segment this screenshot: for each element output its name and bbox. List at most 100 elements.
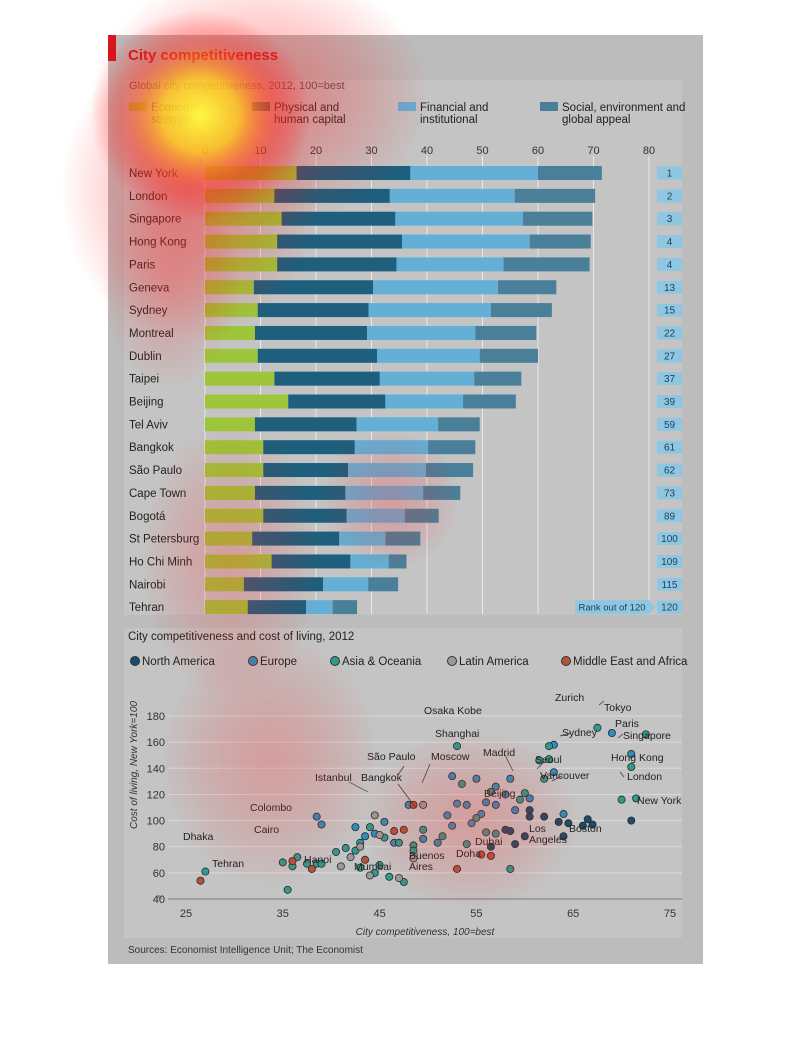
bar-hong-kong-financial-and-institutional <box>402 234 530 249</box>
rank-value-ho-chi-minh: 109 <box>661 557 678 568</box>
x-tick-label: 65 <box>567 908 579 920</box>
y-tick-label: 80 <box>153 842 165 854</box>
legend-item-asia-oceania: Asia & Oceania <box>330 656 422 668</box>
point-europe <box>433 838 442 847</box>
point-north-america <box>525 812 534 821</box>
point-north-america <box>520 832 529 841</box>
x-tick-label: 35 <box>277 908 289 920</box>
bar-new-york-social-environment-and-global-appeal <box>538 166 602 180</box>
x-tick-label: 45 <box>373 908 385 920</box>
city-label-boston: Boston <box>569 823 602 835</box>
legend-marker <box>561 656 571 666</box>
rank-value-sao-paulo: 62 <box>664 466 676 477</box>
city-label-dubai: Dubai <box>475 836 502 848</box>
rank-value-tel-aviv: 59 <box>664 420 676 431</box>
point-asia-oceania <box>506 864 515 873</box>
category-label-beijing: Beijing <box>129 397 164 409</box>
rank-box <box>657 417 682 431</box>
bar-singapore-social-environment-and-global-appeal <box>523 211 593 226</box>
point-north-america <box>583 815 592 824</box>
x-tick-label: 75 <box>664 908 676 920</box>
y-tick-label: 40 <box>153 894 165 906</box>
point-europe <box>380 817 389 826</box>
legend-item-latin-america: Latin America <box>447 656 529 668</box>
source-note: Sources: Economist Intelligence Unit; Th… <box>128 945 363 956</box>
point-asia-oceania <box>641 730 650 739</box>
legend-marker <box>130 656 140 666</box>
point-latin-america <box>346 853 355 862</box>
rank-value-bangkok: 61 <box>664 443 676 454</box>
point-europe <box>491 800 500 809</box>
point-asia-oceania <box>627 762 636 771</box>
bar-beijing-social-environment-and-global-appeal <box>463 394 516 409</box>
scatter-title: City competitiveness and cost of living,… <box>128 631 354 643</box>
bar-montreal-social-environment-and-global-appeal <box>475 325 537 340</box>
point-latin-america <box>375 830 384 839</box>
rank-value-dublin: 27 <box>664 351 676 362</box>
annotation-leader-line <box>617 733 624 739</box>
bar-dublin-physical-and-human-capital <box>257 348 378 363</box>
point-north-america <box>588 820 597 829</box>
point-europe <box>462 800 471 809</box>
rank-box <box>657 280 682 294</box>
axis-break-mark: ≈ <box>158 892 163 902</box>
bar-new-york-financial-and-institutional <box>410 166 538 180</box>
point-north-america <box>554 817 563 826</box>
rank-value-bogota: 89 <box>664 511 676 522</box>
point-asia-oceania <box>462 840 471 849</box>
point-middle-east-and-africa <box>399 825 408 834</box>
rank-value-sydney: 15 <box>664 306 676 317</box>
bar-paris-financial-and-institutional <box>396 257 504 272</box>
point-middle-east-and-africa <box>196 876 205 885</box>
bar-nairobi-financial-and-institutional <box>323 577 369 592</box>
x-tick-label: 80 <box>643 145 655 157</box>
bar-paris-social-environment-and-global-appeal <box>503 257 590 272</box>
bar-beijing-financial-and-institutional <box>385 394 464 409</box>
annotation-leader-line <box>598 700 605 706</box>
point-north-america <box>525 806 534 815</box>
city-label-bangkok: Bangkok <box>361 772 403 784</box>
x-tick-label: 25 <box>180 908 192 920</box>
x-tick-label: 60 <box>532 145 544 157</box>
city-label-dhaka: Dhaka <box>183 831 214 843</box>
point-asia-oceania <box>593 723 602 732</box>
rank-value-new-york: 1 <box>667 169 673 180</box>
city-label-new-york: New York <box>637 795 682 807</box>
point-europe <box>312 812 321 821</box>
bar-london-social-environment-and-global-appeal <box>514 188 596 203</box>
point-asia-oceania <box>394 838 403 847</box>
y-axis-label: Cost of living, New York=100 <box>129 701 140 829</box>
rank-box <box>657 189 682 203</box>
bar-geneva-financial-and-institutional <box>373 280 499 295</box>
point-europe <box>361 832 370 841</box>
rank-box <box>657 212 682 226</box>
rank-value-montreal: 22 <box>664 328 676 339</box>
rank-box <box>657 326 682 340</box>
point-europe <box>448 821 457 830</box>
rank-box <box>657 257 682 271</box>
rank-box <box>657 577 682 591</box>
rank-box <box>657 303 682 317</box>
bar-taipei-financial-and-institutional <box>379 371 475 386</box>
rank-box <box>657 440 682 454</box>
rank-value-cape-town: 73 <box>664 488 676 499</box>
rank-value-beijing: 39 <box>664 397 676 408</box>
bar-taipei-social-environment-and-global-appeal <box>474 371 522 386</box>
point-asia-oceania <box>520 789 529 798</box>
point-latin-america <box>394 874 403 883</box>
city-label-hong-kong: Hong Kong <box>611 752 664 764</box>
point-asia-oceania <box>457 779 466 788</box>
bar-tel-aviv-social-environment-and-global-appeal <box>438 417 480 432</box>
point-north-america <box>506 827 515 836</box>
point-asia-oceania <box>419 825 428 834</box>
point-asia-oceania <box>472 813 481 822</box>
point-north-america <box>540 812 549 821</box>
point-latin-america <box>370 811 379 820</box>
point-middle-east-and-africa <box>453 864 462 873</box>
bar-beijing-economic-strength <box>205 394 289 409</box>
city-label-london: London <box>627 771 662 783</box>
point-middle-east-and-africa <box>390 827 399 836</box>
point-north-america <box>511 840 520 849</box>
rank-box <box>657 509 682 523</box>
